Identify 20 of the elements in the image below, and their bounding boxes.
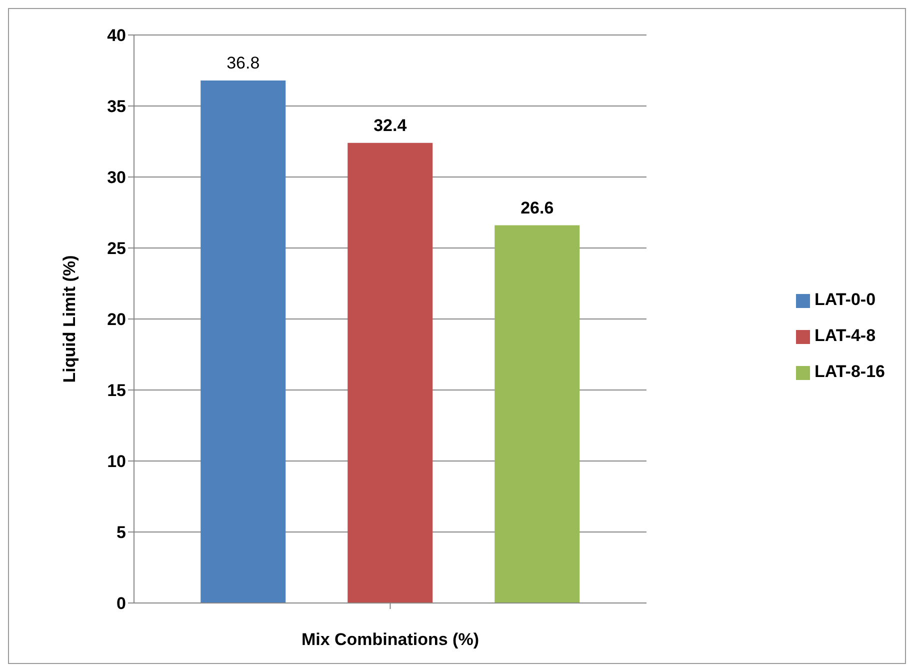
- y-tick-label: 25: [107, 239, 126, 258]
- y-tick-label: 15: [107, 381, 126, 400]
- data-label: 36.8: [226, 53, 260, 72]
- legend-label: LAT-0-0: [814, 290, 876, 309]
- legend-label: LAT-8-16: [814, 362, 885, 381]
- y-axis-title: Liquid Limit (%): [60, 255, 80, 383]
- y-tick-label: 10: [107, 452, 126, 472]
- data-label: 26.6: [520, 198, 554, 218]
- bar: [348, 142, 433, 603]
- y-tick-label: 30: [107, 168, 126, 188]
- y-tick-label: 5: [116, 523, 126, 542]
- data-label: 32.4: [374, 116, 408, 135]
- legend-label: LAT-4-8: [814, 326, 876, 345]
- y-tick-label: 35: [107, 97, 126, 116]
- x-axis-title: Mix Combinations (%): [301, 630, 480, 649]
- y-tick-label: 40: [107, 26, 126, 46]
- bar: [494, 225, 580, 603]
- y-tick-label: 20: [107, 310, 126, 330]
- bar: [200, 80, 286, 603]
- y-tick-label: 0: [116, 594, 126, 614]
